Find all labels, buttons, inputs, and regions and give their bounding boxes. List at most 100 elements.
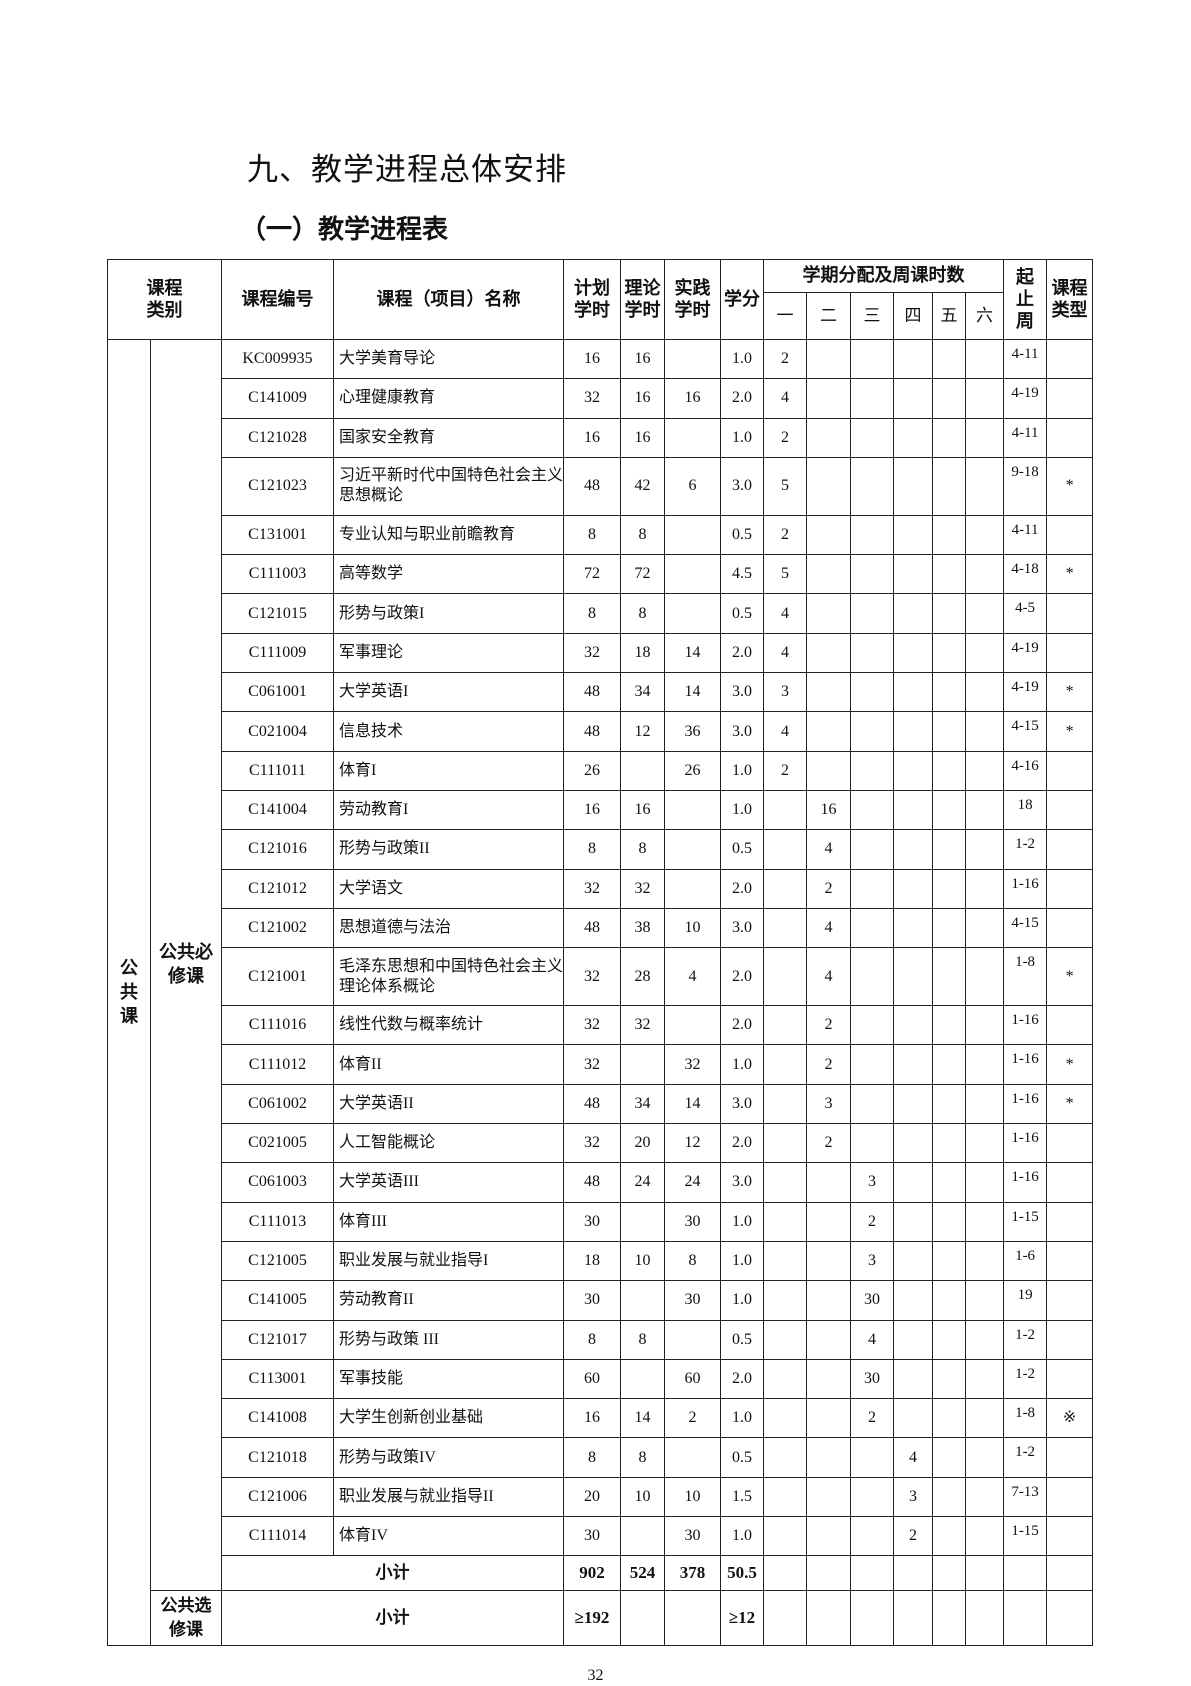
- semester-1-hours: 2: [763, 750, 807, 791]
- semester-4-hours: [893, 593, 933, 634]
- empty-cell: [850, 1590, 894, 1647]
- practice-hours: [664, 1319, 721, 1360]
- course-code: C141009: [221, 378, 334, 419]
- course-type: [1046, 1201, 1094, 1242]
- credits: 3.0: [720, 1083, 764, 1125]
- semester-4-hours: [893, 1201, 933, 1242]
- subtotal-theory-hours: 524: [620, 1555, 665, 1592]
- practice-hours: 30: [664, 1201, 721, 1242]
- plan-hours: 48: [563, 1083, 621, 1125]
- course-type: [1046, 1358, 1094, 1400]
- credits: 1.0: [720, 1398, 764, 1439]
- course-name: 大学语文: [333, 868, 564, 909]
- credits: 1.0: [720, 1516, 764, 1557]
- semester-2-hours: [806, 1162, 851, 1203]
- plan-hours: 16: [563, 338, 621, 380]
- table-row: C061001 大学英语I 48 34 14 3.0 3 4-19 *: [108, 672, 1094, 713]
- table-row: C021004 信息技术 48 12 36 3.0 4 4-15 *: [108, 711, 1094, 752]
- header-practice-hours: 实践学时: [674, 277, 711, 321]
- plan-hours: 32: [563, 378, 621, 419]
- semester-4-hours: [893, 554, 933, 595]
- table-row: C121015 形势与政策I 8 8 0.5 4 4-5: [108, 593, 1094, 634]
- weeks: 1-2: [1003, 1437, 1048, 1478]
- table-row: C111011 体育I 26 26 1.0 2 4-16: [108, 750, 1094, 791]
- plan-hours: 60: [563, 1358, 621, 1400]
- practice-hours: [664, 1005, 721, 1046]
- course-name: 军事技能: [333, 1358, 564, 1400]
- semester-1-hours: 5: [763, 456, 807, 516]
- practice-hours: 2: [664, 1398, 721, 1439]
- credits: 0.5: [720, 593, 764, 634]
- course-code: C121006: [221, 1476, 334, 1518]
- semester-2-hours: 4: [806, 829, 851, 870]
- semester-4-hours: [893, 1398, 933, 1439]
- course-code: C131001: [221, 514, 334, 556]
- table-row: C113001 军事技能 60 60 2.0 30 1-2: [108, 1358, 1094, 1400]
- semester-1-hours: [763, 1201, 807, 1242]
- semester-3-hours: [850, 593, 894, 634]
- header-practice-hours-cell: 实践学时: [664, 259, 721, 340]
- semester-5-hours: [932, 593, 966, 634]
- credits: 2.0: [720, 1005, 764, 1046]
- practice-hours: [664, 554, 721, 595]
- theory-hours: 8: [620, 514, 665, 556]
- semester-4-hours: [893, 1240, 933, 1282]
- semester-6-hours: [964, 417, 1005, 458]
- practice-hours: [664, 1437, 721, 1478]
- semester-2-hours: [806, 1240, 851, 1282]
- course-type: [1046, 417, 1094, 458]
- semester-6-hours: [964, 1476, 1005, 1518]
- theory-hours: [620, 1280, 665, 1321]
- course-code: C021004: [221, 711, 334, 752]
- credits: 3.0: [720, 456, 764, 516]
- semester-6-hours: [964, 1123, 1005, 1164]
- semester-3-hours: 30: [850, 1358, 894, 1400]
- theory-hours: 32: [620, 1005, 665, 1046]
- plan-hours: 32: [563, 1005, 621, 1046]
- table-row: C121002 思想道德与法治 48 38 10 3.0 4 4-15: [108, 907, 1094, 949]
- semester-4-hours: [893, 338, 933, 380]
- semester-5-hours: [932, 456, 966, 516]
- course-name: 信息技术: [333, 711, 564, 752]
- theory-hours: 10: [620, 1240, 665, 1282]
- theory-hours: 32: [620, 868, 665, 909]
- semester-5-hours: [932, 672, 966, 713]
- semester-5-hours: [932, 907, 966, 949]
- table-row: C111009 军事理论 32 18 14 2.0 4 4-19: [108, 632, 1094, 674]
- credits: 3.0: [720, 1162, 764, 1203]
- semester-6-hours: [964, 1240, 1005, 1282]
- semester-2-hours: [806, 338, 851, 380]
- course-type: [1046, 338, 1094, 380]
- practice-hours: [664, 868, 721, 909]
- semester-3-hours: [850, 554, 894, 595]
- semester-6-hours: [964, 338, 1005, 380]
- semester-4-hours: [893, 1005, 933, 1046]
- course-code: C113001: [221, 1358, 334, 1400]
- practice-hours: [664, 338, 721, 380]
- semester-1-hours: [763, 1280, 807, 1321]
- semester-3-hours: 3: [850, 1240, 894, 1282]
- course-type: [1046, 1240, 1094, 1282]
- course-name: 大学生创新创业基础: [333, 1398, 564, 1439]
- course-code: C111014: [221, 1516, 334, 1557]
- theory-hours: [620, 1044, 665, 1085]
- credits: 2.0: [720, 868, 764, 909]
- semester-1-hours: 3: [763, 672, 807, 713]
- empty-cell: [763, 1555, 807, 1592]
- course-name: 形势与政策I: [333, 593, 564, 634]
- semester-6-hours: [964, 1398, 1005, 1439]
- section-title: 九、教学进程总体安排: [247, 152, 567, 188]
- empty-cell: [850, 1555, 894, 1592]
- empty-cell: [806, 1590, 851, 1647]
- semester-2-hours: 2: [806, 1005, 851, 1046]
- course-code: C061003: [221, 1162, 334, 1203]
- semester-6-hours: [964, 711, 1005, 752]
- weeks: 4-18: [1003, 554, 1048, 595]
- course-name: 线性代数与概率统计: [333, 1005, 564, 1046]
- semester-4-hours: [893, 711, 933, 752]
- header-code: 课程编号: [221, 259, 334, 340]
- semester-2-hours: 2: [806, 868, 851, 909]
- practice-hours: 14: [664, 672, 721, 713]
- semester-2-hours: [806, 750, 851, 791]
- course-code: C021005: [221, 1123, 334, 1164]
